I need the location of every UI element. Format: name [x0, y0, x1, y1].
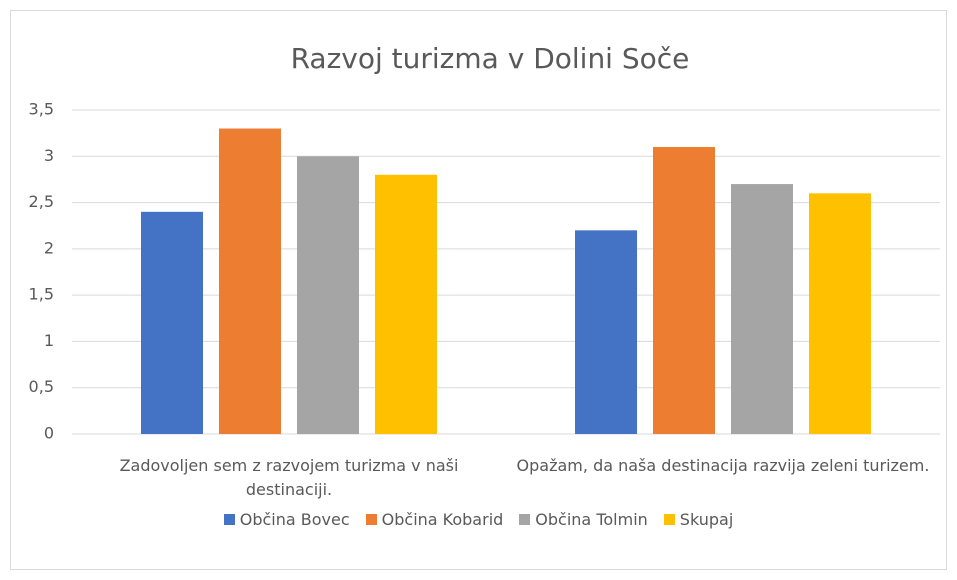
y-tick-label: 1	[44, 331, 54, 350]
y-tick-label: 2,5	[29, 192, 54, 211]
x-tick-label: Opažam, da naša destinacija razvija zele…	[516, 456, 930, 475]
chart-title: Razvoj turizma v Dolini Soče	[291, 42, 690, 75]
bar	[653, 147, 715, 434]
bar	[731, 184, 793, 434]
legend-label: Skupaj	[679, 510, 734, 529]
bar	[141, 211, 203, 434]
y-tick-label: 3	[44, 146, 54, 165]
x-tick-label: Zadovoljen sem z razvojem turizma v naši…	[119, 456, 459, 499]
legend-item: Občina Tolmin	[519, 510, 648, 529]
y-tick-label: 2	[44, 238, 54, 257]
y-tick-label: 0,5	[29, 377, 54, 396]
legend-label: Občina Bovec	[239, 510, 350, 529]
bar	[219, 128, 281, 434]
y-tick-label: 3,5	[29, 100, 54, 119]
legend-item: Občina Kobarid	[365, 510, 504, 529]
bar	[809, 193, 871, 434]
legend-item: Skupaj	[663, 510, 734, 529]
legend-swatch	[663, 514, 675, 525]
y-tick-label: 0	[44, 424, 54, 443]
legend-swatch	[365, 514, 377, 525]
legend-swatch	[519, 514, 531, 525]
legend-swatch	[223, 514, 235, 525]
legend: Občina Bovec Občina Kobarid Občina Tolmin S…	[0, 510, 957, 529]
bar	[375, 174, 437, 435]
legend-item: Občina Bovec	[223, 510, 350, 529]
legend-label: Občina Tolmin	[535, 510, 648, 529]
y-tick-label: 1,5	[29, 285, 54, 304]
bar	[297, 156, 359, 435]
bar	[575, 230, 637, 434]
legend-label: Občina Kobarid	[381, 510, 504, 529]
